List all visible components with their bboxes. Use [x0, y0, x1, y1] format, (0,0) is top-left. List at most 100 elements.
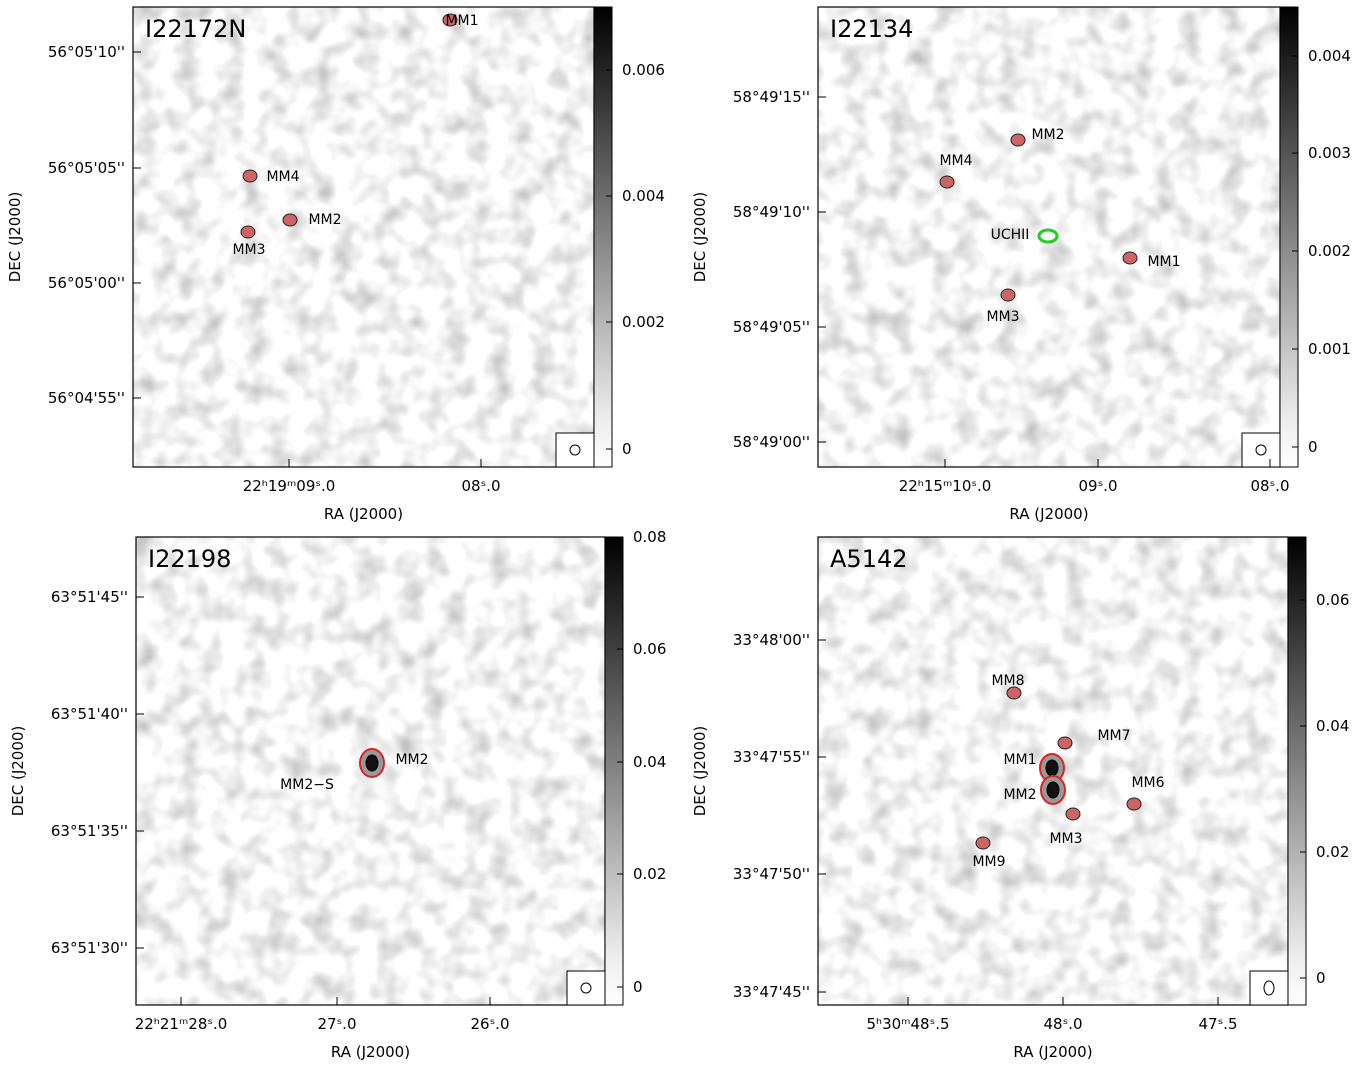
y-tick-label: 56°04'55'' [48, 389, 125, 407]
y-tick-label: 58°49'05'' [733, 318, 810, 336]
x-tick-label: 08ˢ.0 [462, 477, 501, 495]
beam [569, 444, 581, 456]
panel-title: I22134 [830, 15, 913, 43]
colorbar [593, 6, 613, 468]
source-core [1045, 759, 1059, 777]
source-label: MM1 [1147, 254, 1180, 270]
colorbar-label: 0.02 [633, 865, 666, 883]
y-tick-label: 63°51'45'' [51, 588, 128, 606]
x-tick-label: 48ˢ.0 [1044, 1015, 1083, 1033]
colorbar [1287, 536, 1307, 1006]
colorbar-label: 0.06 [1316, 591, 1349, 609]
panel: I22198 RA (J2000) DEC (J2000) 22ʰ21ᵐ28ˢ.0 27… [9, 528, 666, 1061]
source-contour [282, 213, 298, 227]
panel-title: I22172N [145, 15, 246, 43]
source-contour [1065, 807, 1081, 821]
source-label: MM3 [232, 242, 265, 258]
y-tick-label: 56°05'10'' [48, 43, 125, 61]
source-label: UCHII [991, 227, 1030, 243]
source-label: MM9 [972, 854, 1005, 870]
source-label: MM2 [1031, 127, 1064, 143]
colorbar-label: 0.08 [633, 528, 666, 546]
x-axis-label: RA (J2000) [1013, 1043, 1092, 1061]
colorbar [1279, 6, 1299, 468]
source-core [365, 754, 379, 772]
beam [1263, 980, 1275, 996]
colorbar-label: 0.04 [633, 753, 666, 771]
source-contour [1010, 133, 1026, 147]
source-contour [242, 169, 258, 183]
y-tick-label: 58°49'15'' [733, 88, 810, 106]
source-label: MM2 [395, 752, 428, 768]
panel-title: I22198 [148, 545, 231, 573]
panel: I22134 RA (J2000) DEC (J2000) 22ʰ15ᵐ10ˢ.0 09… [691, 6, 1351, 523]
source-label: MM1 [445, 13, 478, 29]
y-tick-label: 58°49'00'' [733, 433, 810, 451]
uchii-contour [1037, 228, 1059, 244]
colorbar-label: 0.002 [622, 313, 665, 331]
y-tick-label: 33°48'00'' [733, 631, 810, 649]
source-contour [1126, 797, 1142, 811]
y-axis-label: DEC (J2000) [9, 726, 27, 817]
source-label: MM4 [939, 153, 972, 169]
image-noise [133, 7, 594, 467]
source-contour [939, 175, 955, 189]
colorbar-label: 0 [1308, 438, 1318, 456]
x-tick-label: 27ˢ.0 [318, 1015, 357, 1033]
y-axis-label: DEC (J2000) [691, 192, 709, 283]
source-contour [1122, 251, 1138, 265]
y-axis-label: DEC (J2000) [6, 192, 24, 283]
x-axis-label: RA (J2000) [331, 1043, 410, 1061]
panel-title: A5142 [830, 545, 908, 573]
source-label: MM3 [1049, 831, 1082, 847]
source-core [1046, 781, 1060, 799]
source-label: MM1 [1003, 752, 1036, 768]
source-label: MM4 [266, 169, 299, 185]
x-tick-label: 08ˢ.0 [1251, 477, 1290, 495]
x-tick-label: 22ʰ15ᵐ10ˢ.0 [899, 477, 992, 495]
colorbar [604, 536, 624, 1006]
beam-box [555, 432, 595, 468]
colorbar-label: 0 [1316, 969, 1326, 987]
x-tick-label: 22ʰ19ᵐ09ˢ.0 [243, 477, 336, 495]
source-label: MM2 [308, 212, 341, 228]
source-label: MM3 [986, 309, 1019, 325]
x-tick-label: 47ˢ.5 [1199, 1015, 1238, 1033]
colorbar-label: 0 [622, 440, 632, 458]
y-tick-label: 33°47'45'' [733, 983, 810, 1001]
beam [580, 982, 592, 994]
x-axis-label: RA (J2000) [324, 505, 403, 523]
y-tick-label: 33°47'55'' [733, 748, 810, 766]
source-contour [1000, 288, 1016, 302]
y-tick-label: 63°51'35'' [51, 822, 128, 840]
y-tick-label: 63°51'40'' [51, 705, 128, 723]
y-axis-label: DEC (J2000) [691, 726, 709, 817]
beam-box [1249, 970, 1289, 1006]
source-label: MM2 [1003, 787, 1036, 803]
colorbar-label: 0.002 [1308, 242, 1351, 260]
source-contour [1006, 686, 1022, 700]
y-tick-label: 58°49'10'' [733, 203, 810, 221]
x-tick-label: 09ˢ.0 [1079, 477, 1118, 495]
panel: A5142 RA (J2000) DEC (J2000) 5ʰ30ᵐ48ˢ.5 48ˢ.… [691, 536, 1349, 1061]
x-axis-label: RA (J2000) [1009, 505, 1088, 523]
source-label: MM8 [991, 673, 1024, 689]
colorbar-label: 0.004 [622, 187, 665, 205]
y-tick-label: 56°05'05'' [48, 159, 125, 177]
colorbar-label: 0.001 [1308, 340, 1351, 358]
x-tick-label: 5ʰ30ᵐ48ˢ.5 [866, 1015, 949, 1033]
y-tick-label: 63°51'30'' [51, 939, 128, 957]
source-contour [1057, 736, 1073, 750]
source-label: MM2−S [280, 777, 334, 793]
colorbar-label: 0.003 [1308, 144, 1351, 162]
panel: I22172N RA (J2000) DEC (J2000) 22ʰ19ᵐ09ˢ.0 0… [6, 6, 665, 523]
beam-box [566, 970, 606, 1006]
colorbar-label: 0.006 [622, 61, 665, 79]
colorbar-label: 0.004 [1308, 47, 1351, 65]
beam-box [1241, 432, 1281, 468]
colorbar-label: 0.04 [1316, 717, 1349, 735]
colorbar-label: 0 [633, 978, 643, 996]
colorbar-label: 0.02 [1316, 843, 1349, 861]
y-tick-label: 56°05'00'' [48, 274, 125, 292]
